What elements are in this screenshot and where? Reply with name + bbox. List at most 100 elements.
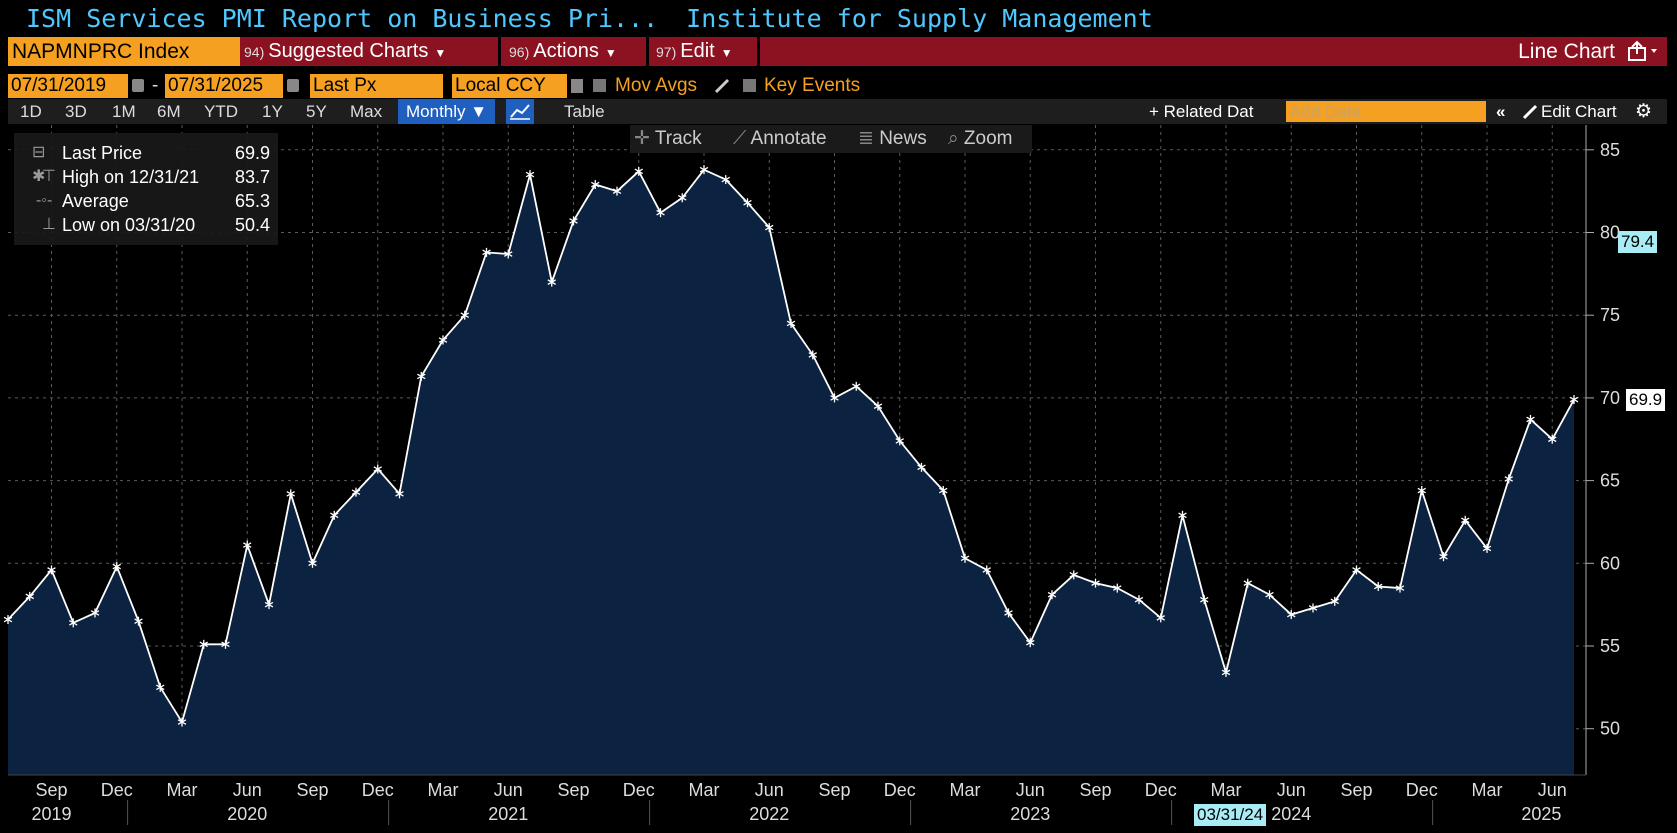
y-tick-label: 55 bbox=[1600, 636, 1620, 656]
data-point bbox=[1243, 578, 1252, 588]
x-tick-label: Jun bbox=[1277, 780, 1306, 800]
data-point bbox=[221, 639, 230, 649]
data-point bbox=[1178, 510, 1187, 520]
pencil-icon[interactable] bbox=[1522, 103, 1538, 120]
table-button[interactable]: Table bbox=[564, 102, 605, 121]
add-data-input[interactable]: Add Data bbox=[1286, 101, 1486, 122]
currency-selector[interactable]: Local CCY bbox=[452, 74, 567, 98]
zoom-label: Zoom bbox=[963, 128, 1013, 149]
range-max-button[interactable]: Max bbox=[350, 102, 383, 121]
suggested-charts-menu[interactable]: 94) Suggested Charts ▼ bbox=[244, 37, 446, 66]
data-point bbox=[199, 639, 208, 649]
range-6m-button[interactable]: 6M bbox=[157, 102, 181, 121]
chart-tools-bar: ✛ Track ⟋ Annotate ≣ News ⌕ Zoom bbox=[630, 125, 1032, 153]
calendar-icon[interactable] bbox=[287, 79, 299, 92]
x-tick-label: Mar bbox=[1472, 780, 1503, 800]
data-point bbox=[1374, 581, 1383, 591]
calendar-icon[interactable] bbox=[132, 79, 144, 92]
data-point bbox=[1156, 613, 1165, 623]
collapse-chevron-icon[interactable]: « bbox=[1496, 102, 1506, 121]
track-tool[interactable]: ✛ Track bbox=[634, 125, 702, 153]
chart-type-label[interactable]: Line Chart bbox=[1518, 40, 1615, 63]
data-point bbox=[1330, 596, 1339, 606]
data-point bbox=[1569, 395, 1579, 405]
ticker-field[interactable]: NAPMNPRC Index bbox=[8, 37, 240, 66]
key-events-checkbox[interactable] bbox=[743, 79, 756, 92]
legend-row-low: ⊥ Low on 03/31/20 50.4 bbox=[14, 213, 278, 237]
data-point bbox=[395, 489, 404, 499]
y-tick-label: 80 bbox=[1600, 223, 1620, 243]
annotate-tool[interactable]: ⟋ Annotate bbox=[733, 125, 827, 153]
asterisk-icon: ⊟ ✱ bbox=[32, 144, 46, 185]
data-point bbox=[330, 510, 339, 520]
x-year-label: 2019 bbox=[31, 804, 71, 824]
data-point bbox=[90, 608, 100, 618]
x-tick-label: Dec bbox=[362, 780, 394, 800]
gear-icon[interactable]: ⚙ bbox=[1635, 101, 1653, 122]
data-point bbox=[830, 393, 839, 403]
y-tick-label: 60 bbox=[1600, 553, 1620, 573]
chevron-down-icon[interactable] bbox=[571, 79, 583, 93]
range-3d-button[interactable]: 3D bbox=[65, 102, 87, 121]
x-tick-label: Mar bbox=[167, 780, 198, 800]
legend-value: 50.4 bbox=[234, 215, 270, 235]
news-tool[interactable]: ≣ News bbox=[858, 125, 927, 153]
data-point bbox=[504, 249, 513, 259]
zoom-tool[interactable]: ⌕ Zoom bbox=[948, 125, 1013, 153]
y-tick-label: 85 bbox=[1600, 140, 1620, 160]
x-tick-label: Jun bbox=[233, 780, 262, 800]
menu-number: 97) bbox=[656, 44, 677, 60]
pencil-icon[interactable] bbox=[713, 77, 731, 95]
edit-chart-button[interactable]: Edit Chart bbox=[1541, 102, 1617, 121]
x-year-label: 2022 bbox=[749, 804, 789, 824]
range-5y-button[interactable]: 5Y bbox=[306, 102, 327, 121]
data-point bbox=[134, 616, 143, 626]
crosshair-icon: ✛ bbox=[634, 128, 650, 149]
data-point bbox=[3, 615, 13, 625]
high-marker-icon: ⊤ bbox=[42, 168, 56, 185]
news-label: News bbox=[879, 128, 927, 149]
data-point bbox=[417, 371, 426, 381]
field-selector[interactable]: Last Px bbox=[310, 74, 443, 98]
series-area bbox=[8, 169, 1574, 775]
data-point bbox=[1287, 610, 1296, 620]
x-tick-label: Sep bbox=[296, 780, 328, 800]
key-events-label[interactable]: Key Events bbox=[764, 75, 861, 96]
related-data-button[interactable]: + Related Dat bbox=[1149, 102, 1254, 121]
data-point bbox=[547, 277, 556, 287]
data-point bbox=[1265, 590, 1274, 600]
menu-divider bbox=[498, 37, 501, 66]
edit-menu[interactable]: 97) Edit ▼ bbox=[656, 37, 733, 66]
y-axis-ticks: 50 55 60 65 70 75 80 85 bbox=[1586, 140, 1620, 739]
range-ytd-button[interactable]: YTD bbox=[204, 102, 238, 121]
legend-value: 69.9 bbox=[234, 143, 270, 163]
export-icon[interactable] bbox=[1623, 40, 1659, 62]
legend-value: 65.3 bbox=[234, 191, 270, 211]
security-description: ISM Services PMI Report on Business Pri.… bbox=[26, 4, 659, 33]
data-source: Institute for Supply Management bbox=[686, 4, 1153, 33]
actions-menu[interactable]: 96) Actions ▼ bbox=[509, 37, 617, 66]
menu-divider bbox=[646, 37, 649, 66]
data-point bbox=[1417, 486, 1426, 496]
range-1y-button[interactable]: 1Y bbox=[262, 102, 283, 121]
y-tick-label: 50 bbox=[1600, 719, 1620, 739]
mov-avgs-label[interactable]: Mov Avgs bbox=[615, 75, 698, 96]
caret-down-icon: ▼ bbox=[434, 46, 447, 60]
range-1d-button[interactable]: 1D bbox=[20, 102, 42, 121]
end-date-field[interactable]: 07/31/2025 bbox=[165, 74, 283, 98]
mov-avgs-checkbox[interactable] bbox=[593, 79, 606, 92]
data-point bbox=[960, 553, 970, 563]
line-chart-icon[interactable] bbox=[506, 99, 534, 124]
period-dropdown[interactable]: Monthly ▼ bbox=[398, 99, 496, 124]
x-tick-label: Mar bbox=[428, 780, 459, 800]
data-point bbox=[482, 247, 491, 257]
menu-number: 94) bbox=[244, 44, 265, 60]
range-1m-button[interactable]: 1M bbox=[112, 102, 136, 121]
zoom-icon: ⌕ bbox=[948, 128, 959, 149]
x-tick-label: Sep bbox=[818, 780, 850, 800]
chart-legend: ⊟ ✱ Last Price 69.9 ⊤ High on 12/31/21 8… bbox=[14, 133, 278, 245]
level-flag: 79.4 bbox=[1618, 231, 1658, 254]
data-point bbox=[1047, 590, 1057, 600]
start-date-field[interactable]: 07/31/2019 bbox=[8, 74, 128, 98]
